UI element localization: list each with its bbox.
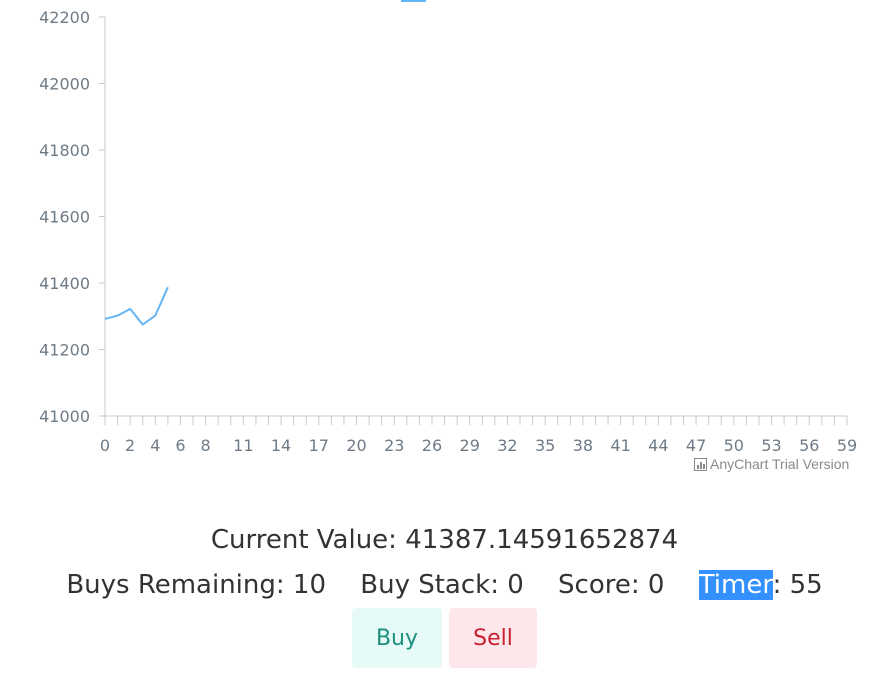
buy-stack: Buy Stack: 0 — [360, 570, 524, 600]
y-tick-label: 41400 — [39, 274, 90, 293]
x-tick-label: 29 — [460, 436, 480, 455]
x-tick-label: 4 — [150, 436, 160, 455]
y-tick-label: 41000 — [39, 407, 90, 426]
buys-remaining: Buys Remaining: 10 — [66, 570, 326, 600]
y-tick-label: 41200 — [39, 341, 90, 360]
x-tick-label: 38 — [573, 436, 593, 455]
x-axis: 0 2 4 6 8 11 14 17 20 23 26 29 32 35 38 41 44 47 50 53 56 59 — [100, 415, 857, 455]
x-tick-label: 56 — [799, 436, 819, 455]
y-tick-label: 41800 — [39, 141, 90, 160]
score: Score: 0 — [558, 570, 665, 600]
x-tick-label: 44 — [648, 436, 668, 455]
x-tick-label: 11 — [233, 436, 253, 455]
x-tick-label: 6 — [175, 436, 185, 455]
x-tick-label: 53 — [761, 436, 781, 455]
series-line — [104, 286, 169, 326]
timer-label: Timer — [698, 570, 773, 600]
x-tick-label: 59 — [837, 436, 857, 455]
x-tick-label: 8 — [201, 436, 211, 455]
x-tick-label: 14 — [271, 436, 291, 455]
y-tick-label: 41600 — [39, 208, 90, 227]
x-tick-label: 47 — [686, 436, 706, 455]
y-axis: 41000 41200 41400 41600 41800 42000 42200 — [39, 8, 106, 426]
x-tick-label: 50 — [724, 436, 744, 455]
x-tick-label: 17 — [309, 436, 329, 455]
stats-row: Buys Remaining: 10 Buy Stack: 0 Score: 0… — [0, 570, 889, 600]
x-tick-label: 0 — [100, 436, 110, 455]
x-tick-label: 2 — [125, 436, 135, 455]
x-tick-label: 35 — [535, 436, 555, 455]
y-tick-label: 42200 — [39, 8, 90, 27]
current-value: Current Value: 41387.14591652874 — [210, 525, 679, 555]
bar-chart-icon — [694, 457, 707, 471]
y-tick-label: 42000 — [39, 75, 90, 94]
x-tick-label: 20 — [346, 436, 366, 455]
price-series — [104, 286, 169, 326]
x-tick-label: 41 — [610, 436, 630, 455]
x-tick-label: 23 — [384, 436, 404, 455]
sell-button[interactable]: Sell — [449, 608, 537, 668]
timer: Timer: 55 — [698, 570, 823, 600]
watermark-text: AnyChart Trial Version — [710, 456, 850, 472]
x-tick-label: 26 — [422, 436, 442, 455]
chart-watermark: AnyChart Trial Version — [694, 456, 849, 472]
x-tick-label: 32 — [497, 436, 517, 455]
buy-button[interactable]: Buy — [352, 608, 442, 668]
timer-value: : 55 — [772, 570, 823, 600]
legend-marker — [401, 0, 426, 2]
action-buttons: Buy Sell — [0, 608, 889, 668]
